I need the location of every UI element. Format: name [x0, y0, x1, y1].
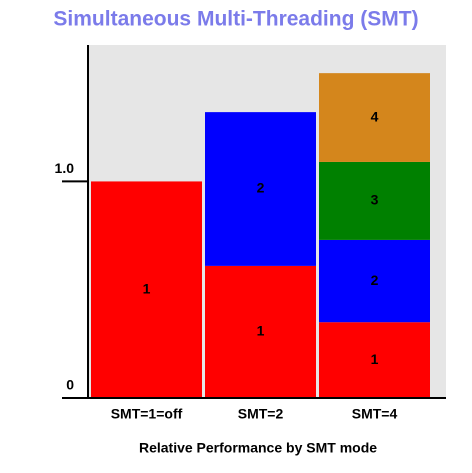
bar-segment	[91, 181, 202, 398]
segment-label: 3	[371, 192, 379, 208]
segment-label: 4	[371, 108, 379, 124]
x-axis-label: Relative Performance by SMT mode	[139, 440, 377, 456]
bar-segment	[319, 161, 430, 240]
x-tick-label: SMT=4	[352, 406, 398, 422]
x-tick-label: SMT=2	[238, 406, 284, 422]
bar-segment	[205, 112, 316, 266]
segment-label: 2	[257, 180, 265, 196]
x-tick-label: SMT=1=off	[111, 406, 183, 422]
y-tick-label: 0	[66, 377, 74, 393]
bar-segment	[205, 265, 316, 398]
bar-segment	[319, 73, 430, 162]
segment-label: 2	[371, 272, 379, 288]
segment-label: 1	[257, 323, 265, 339]
y-tick-label: 1.0	[55, 160, 75, 176]
segment-label: 1	[143, 280, 151, 296]
chart-title: Simultaneous Multi-Threading (SMT)	[53, 8, 418, 31]
bar-segment	[319, 239, 430, 323]
bar-segment	[319, 322, 430, 398]
segment-label: 1	[371, 351, 379, 367]
